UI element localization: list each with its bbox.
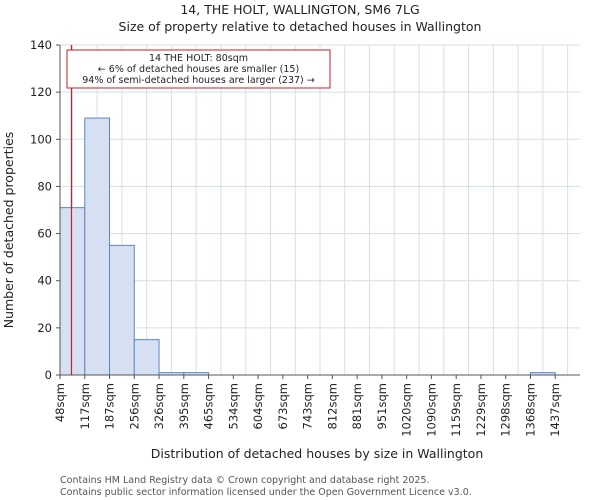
x-tick-label: 1090sqm	[424, 383, 438, 437]
x-tick-label: 951sqm	[375, 383, 389, 429]
footer-line-1: Contains HM Land Registry data © Crown c…	[60, 475, 430, 486]
y-tick-label: 140	[30, 38, 52, 52]
annotation: 14 THE HOLT: 80sqm ← 6% of detached hous…	[66, 49, 331, 89]
annotation-line-3: 94% of semi-detached houses are larger (…	[82, 75, 315, 86]
x-tick-label: 395sqm	[177, 383, 191, 429]
x-tick-label: 1298sqm	[499, 383, 513, 437]
x-tick-label: 326sqm	[152, 383, 166, 429]
y-tick-label: 20	[37, 321, 52, 335]
x-tick-label: 1020sqm	[400, 383, 414, 437]
x-tick-label: 1159sqm	[449, 383, 463, 437]
annotation-box	[66, 49, 331, 89]
x-tick-label: 117sqm	[78, 383, 92, 429]
x-tick-label: 1229sqm	[474, 383, 488, 437]
x-tick-label: 187sqm	[103, 383, 117, 429]
x-tick-label: 743sqm	[301, 383, 315, 429]
bars	[59, 117, 556, 376]
y-tick-label: 100	[30, 132, 52, 146]
x-tick-label: 881sqm	[350, 383, 364, 429]
chart-title: 14, THE HOLT, WALLINGTON, SM6 7LG	[180, 2, 419, 17]
annotation-line-1: 14 THE HOLT: 80sqm	[149, 53, 248, 64]
x-tick-label: 256sqm	[127, 383, 141, 429]
x-tick-label: 673sqm	[276, 383, 290, 429]
y-tick-label: 80	[37, 179, 52, 193]
gridlines	[60, 44, 580, 376]
x-tick-label: 465sqm	[202, 383, 216, 429]
bar	[109, 244, 135, 376]
annotation-line-2: ← 6% of detached houses are smaller (15)	[98, 64, 299, 75]
x-tick-label: 604sqm	[251, 383, 265, 429]
x-tick-label: 1368sqm	[523, 383, 537, 437]
x-tick-label: 534sqm	[226, 383, 240, 429]
bar	[84, 117, 111, 376]
y-tick-label: 120	[30, 85, 52, 99]
bar	[59, 207, 86, 376]
x-axis-label: Distribution of detached houses by size …	[151, 446, 484, 461]
x-tick-label: 1437sqm	[548, 383, 562, 437]
y-axis-ticks: 0 20 40 60 80 100 120 140	[30, 38, 60, 382]
x-axis-ticks: 48sqm 117sqm 187sqm 256sqm 326sqm 395sqm 465sq…	[53, 375, 562, 437]
y-tick-label: 0	[45, 368, 52, 382]
footer-line-2: Contains public sector information licen…	[60, 487, 472, 498]
x-tick-label: 48sqm	[53, 383, 67, 422]
x-tick-label: 812sqm	[325, 383, 339, 429]
y-tick-label: 40	[37, 274, 52, 288]
bar	[133, 339, 160, 376]
y-tick-label: 60	[37, 227, 52, 241]
chart-subtitle: Size of property relative to detached ho…	[119, 19, 482, 34]
y-axis-label: Number of detached properties	[1, 132, 16, 329]
